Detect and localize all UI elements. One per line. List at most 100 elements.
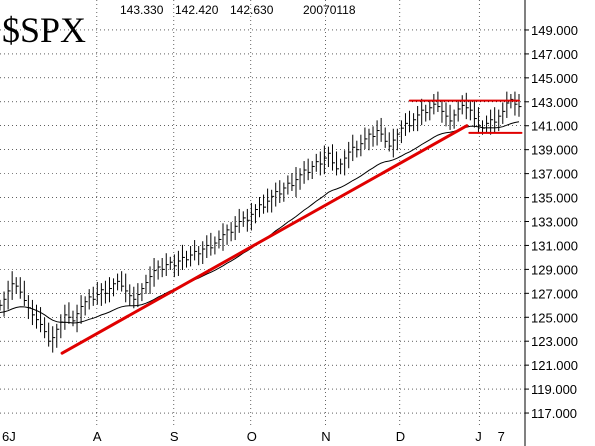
price-bar: [0, 299, 3, 311]
price-bar: [48, 322, 52, 347]
x-tick-label: 7: [498, 429, 505, 444]
price-bar: [384, 127, 388, 148]
price-bar: [15, 277, 19, 294]
x-tick-label: N: [321, 429, 330, 444]
price-bar: [153, 258, 157, 287]
price-bar: [68, 302, 72, 324]
price-bar: [303, 161, 307, 184]
price-bar: [145, 274, 149, 294]
y-tick-label: 135.000: [531, 191, 578, 206]
price-bar: [344, 150, 348, 176]
price-bars: [0, 91, 522, 353]
price-bar: [425, 104, 429, 122]
price-bar: [360, 134, 364, 157]
price-bar: [331, 144, 335, 171]
price-bar: [64, 304, 68, 330]
price-bar: [88, 289, 92, 310]
grid-lines: [0, 0, 525, 425]
price-bar: [173, 254, 177, 278]
moving-average-line: [0, 121, 520, 324]
price-bar: [291, 173, 295, 191]
y-tick-label: 125.000: [531, 310, 578, 325]
price-bar: [113, 278, 117, 297]
x-tick-label: J: [475, 429, 482, 444]
price-bar: [376, 120, 380, 146]
price-bar: [214, 236, 218, 255]
price-bar: [449, 104, 453, 130]
price-bar: [409, 110, 413, 133]
price-bar: [263, 194, 267, 214]
y-tick-label: 141.000: [531, 119, 578, 134]
price-bar: [190, 246, 194, 267]
price-bar: [100, 283, 104, 306]
price-bar: [121, 271, 125, 292]
price-bar: [11, 271, 15, 300]
ohlc-high: 143.330: [120, 3, 164, 17]
price-bar: [323, 145, 327, 175]
price-bar: [23, 280, 27, 306]
price-bar: [340, 158, 344, 175]
price-bar: [19, 277, 23, 299]
y-tick-label: 129.000: [531, 262, 578, 277]
price-bar: [400, 120, 404, 144]
price-bar: [319, 151, 323, 176]
price-bar: [125, 273, 129, 303]
price-bar: [437, 91, 441, 112]
price-bar: [368, 128, 372, 151]
price-bar: [518, 94, 522, 117]
price-bar: [388, 132, 392, 152]
y-tick-label: 117.000: [531, 406, 577, 421]
x-tick-label: S: [170, 429, 179, 444]
x-tick-label: 6J: [2, 429, 16, 444]
y-tick-label: 133.000: [531, 215, 578, 230]
price-bar: [40, 307, 44, 333]
price-bar: [250, 202, 254, 231]
price-bar: [311, 161, 315, 180]
price-bar: [417, 105, 421, 132]
price-bar: [218, 230, 222, 249]
price-bar: [238, 208, 242, 233]
price-bar: [246, 208, 250, 232]
price-bar: [396, 128, 400, 151]
price-bar: [380, 117, 384, 142]
x-tick-label: O: [247, 429, 257, 444]
price-bar: [7, 280, 11, 310]
price-bar: [96, 281, 100, 305]
price-bar: [242, 211, 246, 227]
price-bar: [502, 102, 506, 124]
price-bar: [161, 258, 165, 278]
price-bar: [35, 304, 39, 329]
price-bar: [60, 314, 64, 339]
price-bar: [44, 317, 48, 339]
price-bar: [457, 101, 461, 122]
price-bar: [364, 127, 368, 150]
price-bar: [413, 113, 417, 132]
price-bar: [133, 286, 137, 309]
price-bar: [202, 241, 206, 264]
price-bar: [287, 175, 291, 195]
price-bar: [254, 204, 258, 224]
price-bar: [80, 295, 84, 324]
price-bar: [226, 224, 230, 245]
price-bar: [230, 222, 234, 242]
price-bar: [76, 304, 80, 333]
price-bar: [157, 260, 161, 280]
y-tick-label: 137.000: [531, 167, 578, 182]
price-bar: [186, 250, 190, 268]
price-bar: [315, 153, 319, 172]
price-bar: [31, 299, 35, 326]
y-tick-label: 121.000: [531, 358, 578, 373]
x-tick-label: D: [396, 429, 405, 444]
x-axis: 6J A S O N D J 7: [2, 429, 505, 444]
y-tick-label: 119.000: [531, 382, 577, 397]
price-bar: [267, 188, 271, 213]
price-bar: [56, 323, 60, 348]
price-bar: [198, 246, 202, 266]
price-bar: [421, 98, 425, 126]
price-bar: [461, 95, 465, 115]
y-tick-label: 145.000: [531, 71, 578, 86]
price-bar: [271, 189, 275, 213]
price-bar: [465, 92, 469, 120]
price-bar: [473, 101, 477, 128]
price-bar: [469, 101, 473, 121]
